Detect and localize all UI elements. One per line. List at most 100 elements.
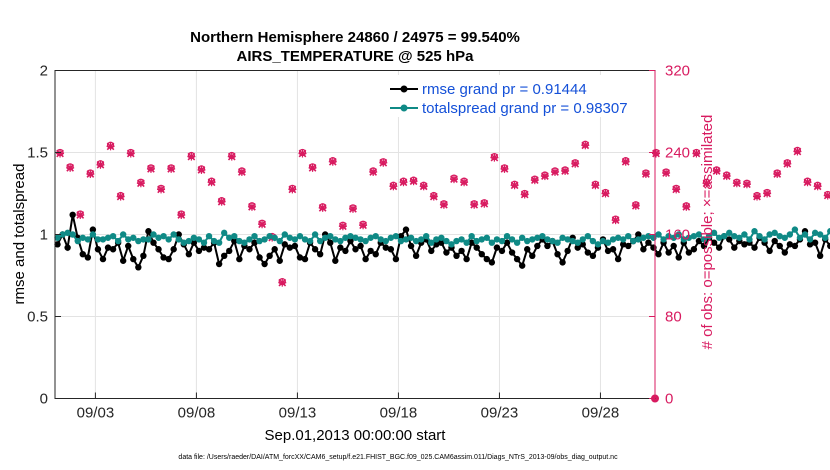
- obs-assimilated-marker: [177, 211, 186, 220]
- spread-marker: [286, 234, 294, 241]
- obs-assimilated-marker: [742, 180, 751, 189]
- legend: rmse grand pr = 0.91444 totalspread gran…: [386, 75, 648, 117]
- spread-marker: [786, 231, 794, 238]
- spread-marker: [574, 239, 581, 246]
- spread-marker: [266, 232, 273, 240]
- spread-marker: [715, 234, 723, 241]
- rmse-marker: [695, 237, 703, 245]
- spread-marker: [140, 236, 147, 243]
- rmse-marker: [271, 246, 278, 253]
- spread-marker: [185, 237, 193, 245]
- spread-marker: [175, 236, 182, 243]
- x-tick-label: 09/23: [481, 405, 519, 422]
- y-tick-label-left: 1: [40, 227, 48, 244]
- obs-assimilated-marker: [793, 147, 802, 156]
- obs-assimilated-marker: [207, 178, 216, 187]
- spread-marker: [155, 234, 162, 241]
- obs-assimilated-marker: [308, 163, 317, 172]
- obs-assimilated-marker: [116, 192, 125, 201]
- spread-marker: [417, 236, 425, 243]
- legend-rmse-marker: [400, 85, 408, 93]
- obs-assimilated-marker: [379, 158, 388, 167]
- obs-assimilated-marker: [672, 185, 681, 194]
- legend-rmse-label: rmse grand pr = 0.91444: [422, 81, 587, 98]
- spread-marker: [609, 236, 617, 243]
- rmse-marker: [135, 264, 142, 271]
- rmse-marker: [104, 244, 112, 251]
- obs-assimilated-marker: [611, 216, 620, 225]
- rmse-marker: [352, 246, 359, 253]
- spread-marker: [589, 237, 597, 245]
- spread-marker: [539, 232, 546, 240]
- spread-marker: [811, 229, 819, 237]
- obs-assimilated-marker: [470, 200, 479, 209]
- rmse-marker: [337, 244, 344, 251]
- chart-title-line-2: AIRS_TEMPERATURE @ 525 hPa: [237, 48, 475, 65]
- spread-marker: [685, 234, 693, 241]
- obs-assimilated-marker: [439, 200, 448, 209]
- rmse-marker: [458, 247, 465, 255]
- spread-marker: [498, 237, 506, 245]
- spread-marker: [281, 231, 288, 238]
- spread-marker: [731, 232, 738, 240]
- spread-marker: [276, 237, 283, 245]
- spread-marker: [79, 234, 86, 241]
- rmse-marker: [786, 241, 794, 248]
- spread-marker: [822, 234, 829, 241]
- obs-assimilated-marker: [338, 222, 347, 231]
- obs-assimilated-marker: [682, 202, 691, 211]
- obs-assimilated-marker: [732, 179, 741, 188]
- spread-marker: [74, 237, 81, 245]
- rmse-marker: [554, 250, 561, 258]
- spread-marker: [766, 231, 773, 238]
- rmse-marker: [256, 254, 263, 261]
- rmse-marker: [316, 250, 324, 258]
- obs-assimilated-marker: [581, 141, 590, 150]
- rmse-marker: [811, 239, 819, 246]
- spread-marker: [726, 229, 733, 237]
- rmse-marker: [251, 239, 258, 246]
- rmse-marker: [433, 241, 440, 248]
- rmse-marker: [614, 255, 622, 263]
- spread-marker: [94, 236, 102, 243]
- rmse-marker: [493, 244, 501, 251]
- spread-marker: [316, 237, 324, 245]
- rmse-marker: [776, 242, 783, 250]
- spread-marker: [352, 234, 359, 241]
- obs-assimilated-marker: [702, 179, 711, 188]
- rmse-marker: [412, 252, 420, 260]
- spread-marker: [271, 234, 278, 241]
- spread-marker: [226, 234, 233, 241]
- obs-assimilated-marker: [722, 172, 731, 181]
- spread-marker: [816, 231, 824, 238]
- spread-marker: [640, 234, 647, 241]
- rmse-marker: [130, 255, 137, 263]
- rmse-marker: [392, 255, 400, 263]
- spread-marker: [503, 232, 511, 240]
- rmse-marker: [64, 244, 71, 251]
- spread-marker: [412, 237, 420, 245]
- y-tick-label-left: 0: [40, 391, 48, 408]
- spread-marker: [549, 237, 556, 245]
- x-tick-label: 09/08: [178, 405, 216, 422]
- spread-marker: [327, 232, 334, 240]
- spread-marker: [402, 236, 410, 243]
- rmse-marker: [816, 252, 824, 260]
- obs-assimilated-marker: [369, 167, 378, 176]
- spread-marker: [655, 231, 662, 238]
- rmse-marker: [751, 244, 758, 251]
- obs-assimilated-marker: [641, 170, 650, 179]
- spread-marker: [382, 237, 390, 245]
- obs-assimilated-marker: [571, 159, 580, 168]
- obs-assimilated-marker: [126, 149, 135, 158]
- rmse-marker: [347, 237, 354, 245]
- rmse-marker: [650, 244, 657, 251]
- spread-marker: [746, 236, 753, 243]
- obs-assimilated-marker: [227, 152, 236, 161]
- spread-marker: [579, 236, 586, 243]
- lines-layer: [54, 211, 830, 271]
- spread-marker: [493, 236, 501, 243]
- spread-marker: [160, 232, 167, 240]
- y-tick-label-left: 0.5: [27, 309, 48, 326]
- spread-marker: [104, 234, 112, 241]
